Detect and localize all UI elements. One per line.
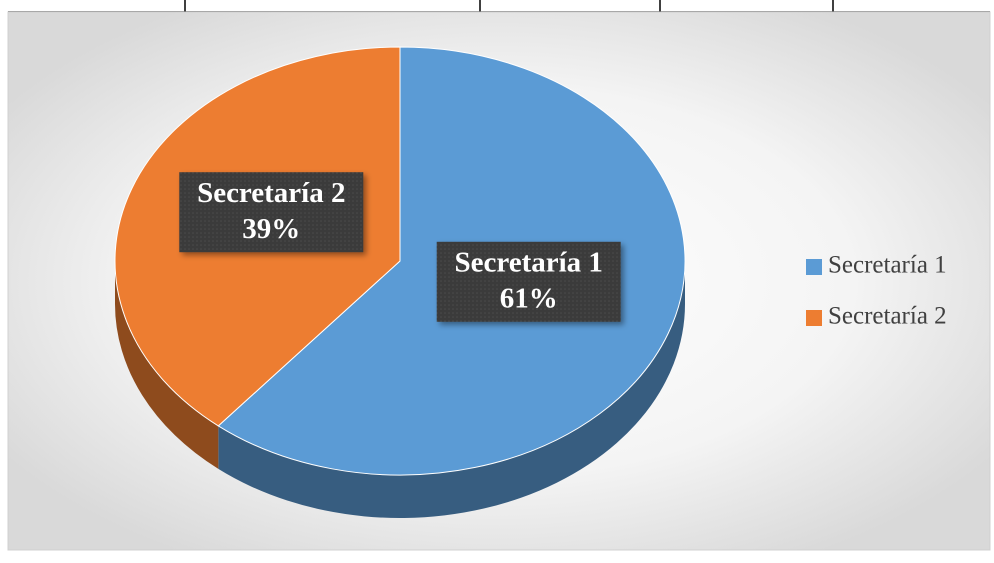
legend-swatch xyxy=(806,310,822,326)
legend-swatch xyxy=(806,259,822,275)
data-label-value: 39% xyxy=(242,213,300,245)
data-label-category: Secretaría 1 xyxy=(454,246,602,278)
pie-side xyxy=(115,261,219,469)
table-borders xyxy=(8,0,990,13)
pie-side xyxy=(218,261,685,518)
legend-label: Secretaría 2 xyxy=(828,303,947,330)
legend-label: Secretaría 1 xyxy=(828,252,947,279)
data-label-box xyxy=(436,241,621,322)
data-label-category: Secretaría 2 xyxy=(197,177,345,209)
data-label: Secretaría 1 61% xyxy=(436,241,621,322)
data-label: Secretaría 2 39% xyxy=(179,172,364,253)
data-label-box xyxy=(179,172,364,253)
data-label-value: 61% xyxy=(500,282,558,314)
